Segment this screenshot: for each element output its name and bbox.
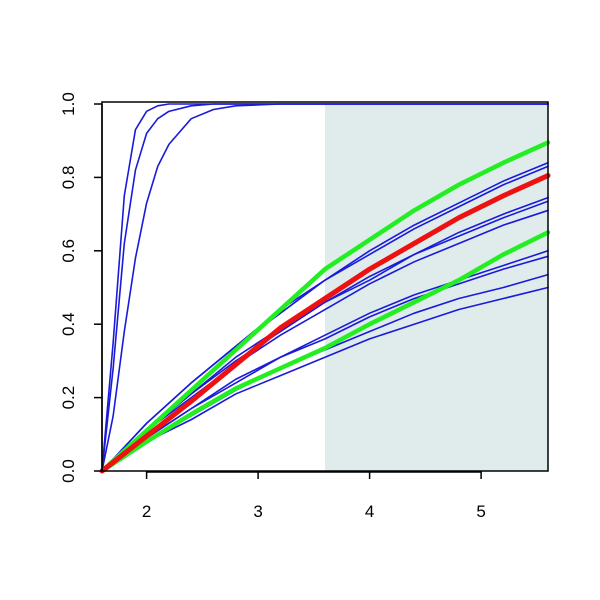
- x-tick-label: 3: [253, 502, 262, 521]
- y-tick-label: 0.2: [59, 386, 78, 410]
- line: [99, 173, 551, 474]
- line: [101, 103, 549, 472]
- y-tick-label: 0.4: [59, 312, 78, 336]
- line: [101, 255, 549, 472]
- line: [99, 140, 551, 474]
- x-tick-label: 4: [365, 502, 374, 521]
- y-tick-label: 0.0: [59, 459, 78, 483]
- line: [99, 230, 551, 474]
- x-tick-label: 2: [142, 502, 151, 521]
- y-tick-label: 0.6: [59, 239, 78, 263]
- line: [101, 286, 549, 472]
- y-tick-label: 0.8: [59, 166, 78, 190]
- line: [101, 103, 549, 472]
- line: [101, 209, 549, 472]
- line: [101, 165, 549, 472]
- x-tick-label: 5: [476, 502, 485, 521]
- y-tick-label: 1.0: [59, 92, 78, 116]
